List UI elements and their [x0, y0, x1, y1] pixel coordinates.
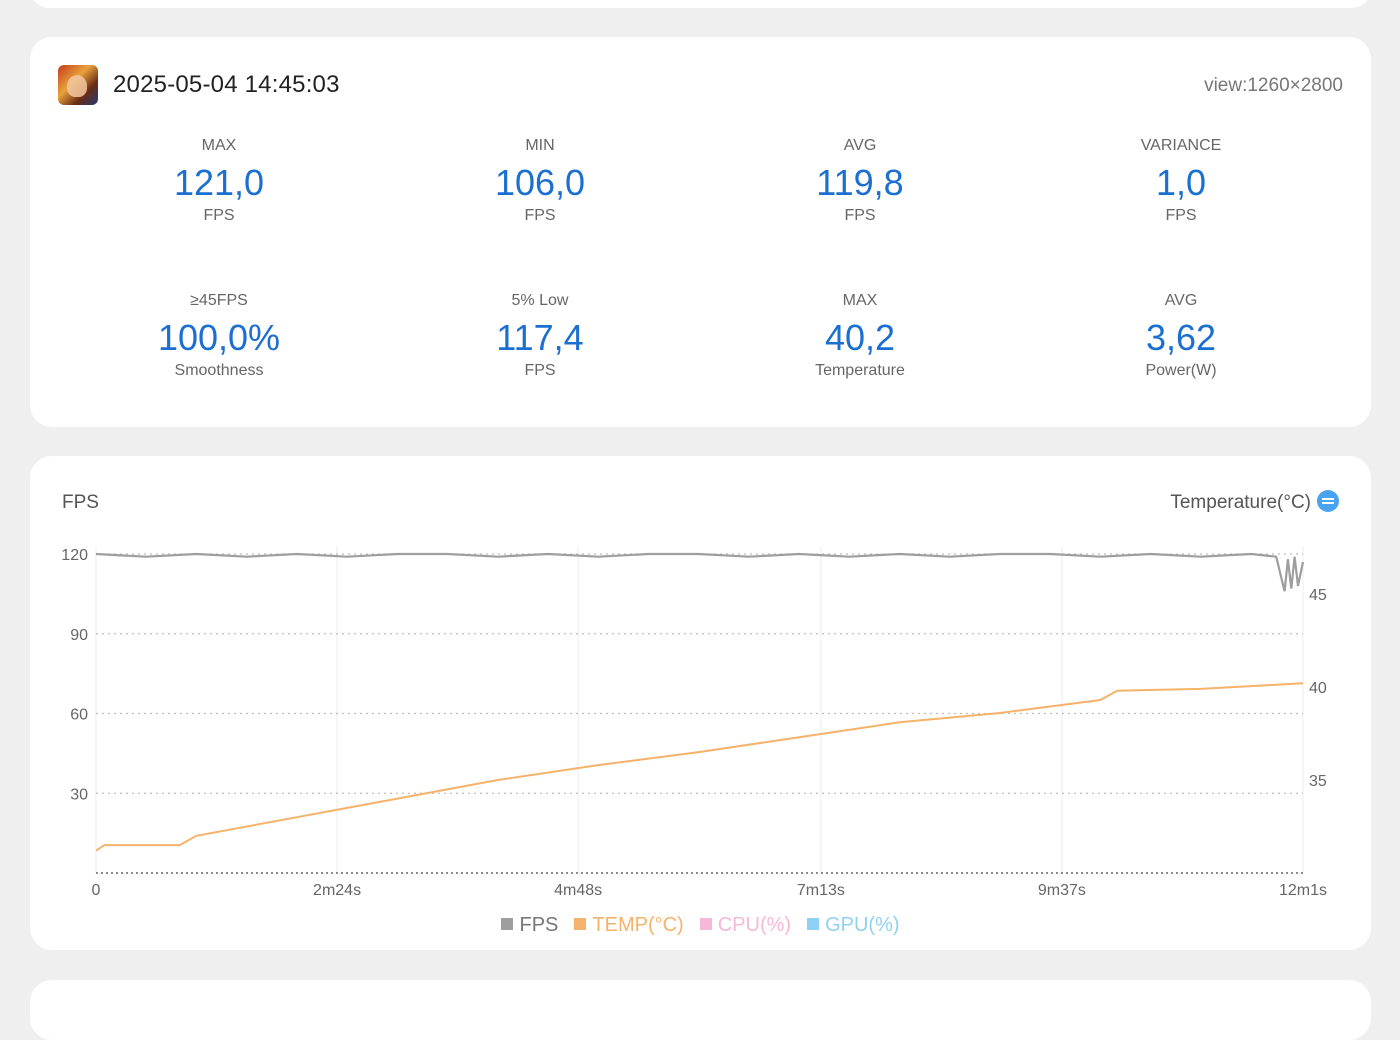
legend-swatch [501, 918, 514, 930]
y-left-tick-label: 30 [70, 786, 88, 803]
stat-value: 1,0 [1155, 162, 1207, 203]
series-line-tempc [95, 682, 1304, 852]
next-card [30, 980, 1371, 1040]
y-left-tick-label: 120 [61, 547, 88, 564]
legend-item[interactable]: CPU(%) [699, 914, 792, 937]
chart-legend: FPS TEMP(°C) CPU(%) GPU(%) [30, 914, 1371, 937]
stat-label: VARIANCE [1140, 137, 1222, 154]
stat-unit: FPS [203, 207, 235, 224]
stat-avg-power: AVG 3,62 Power(W) [1021, 292, 1341, 380]
stat-max-fps: MAX 121,0 FPS [59, 137, 379, 225]
stat-unit: Power(W) [1145, 362, 1217, 379]
chart-card: FPS Temperature(°C) 30 60 90 120 0 2m24s 4m48s… [30, 456, 1371, 950]
stat-5pct-low: 5% Low 117,4 FPS [380, 292, 700, 380]
stat-value: 119,8 [816, 162, 904, 203]
x-tick-label: 4m48s [554, 882, 602, 899]
y-right-tick-label: 35 [1309, 773, 1327, 790]
summary-card: 2025-05-04 14:45:03 view:1260×2800 MAX 1… [30, 37, 1371, 427]
legend-label: CPU(%) [717, 914, 792, 936]
stat-smoothness: ≥45FPS 100,0% Smoothness [59, 292, 379, 380]
previous-card [30, 0, 1371, 8]
stat-unit: FPS [1165, 207, 1197, 224]
stat-label: ≥45FPS [190, 292, 248, 309]
stat-unit: FPS [844, 207, 876, 224]
legend-label: FPS [519, 914, 559, 936]
legend-swatch [807, 918, 820, 930]
x-tick-label: 0 [92, 882, 101, 899]
x-tick-label: 2m24s [313, 882, 361, 899]
stat-unit: Temperature [815, 362, 905, 379]
legend-swatch [574, 918, 587, 930]
stat-value: 121,0 [173, 162, 265, 203]
legend-label: TEMP(°C) [592, 914, 684, 936]
stat-label: MAX [201, 137, 237, 154]
swap-icon[interactable] [1317, 490, 1339, 512]
legend-item[interactable]: FPS [501, 914, 558, 937]
x-tick-label: 9m37s [1038, 882, 1086, 899]
stat-label: AVG [1164, 292, 1198, 309]
y-left-tick-label: 90 [70, 627, 88, 644]
x-tick-label: 12m1s [1279, 882, 1327, 899]
stat-unit: FPS [524, 362, 556, 379]
fps-temperature-chart: 30 60 90 120 0 2m24s 4m48s 7m13s 9m37s 12m1s 35 40 4… [61, 546, 1327, 899]
stat-label: AVG [843, 137, 877, 154]
stat-label: 5% Low [511, 292, 569, 309]
stat-value: 100,0% [157, 317, 281, 358]
session-timestamp: 2025-05-04 14:45:03 [113, 71, 340, 98]
x-tick-label: 7m13s [797, 882, 845, 899]
stat-label: MIN [525, 137, 555, 154]
legend-item[interactable]: TEMP(°C) [574, 914, 684, 937]
chart-right-axis-title: Temperature(°C) [1170, 492, 1311, 513]
stat-min-fps: MIN 106,0 FPS [380, 137, 700, 225]
y-left-tick-label: 60 [70, 707, 88, 724]
legend-label: GPU(%) [825, 914, 900, 936]
stat-unit: Smoothness [174, 362, 264, 379]
stat-max-temperature: MAX 40,2 Temperature [700, 292, 1020, 380]
y-right-tick-label: 45 [1309, 587, 1327, 604]
game-icon [58, 65, 98, 105]
stat-value: 3,62 [1145, 317, 1217, 358]
legend-item[interactable]: GPU(%) [807, 914, 900, 937]
stat-avg-fps: AVG 119,8 FPS [700, 137, 1020, 225]
chart-left-axis-title: FPS [62, 492, 99, 513]
stat-unit: FPS [524, 207, 556, 224]
series-line-fps [95, 552, 1305, 592]
stat-value: 117,4 [496, 317, 584, 358]
session-header: 2025-05-04 14:45:03 view:1260×2800 [58, 65, 1343, 107]
y-right-tick-label: 40 [1309, 680, 1327, 697]
legend-swatch [699, 918, 712, 930]
view-resolution: view:1260×2800 [1204, 75, 1343, 96]
stat-value: 40,2 [824, 317, 896, 358]
stat-value: 106,0 [494, 162, 586, 203]
stat-variance: VARIANCE 1,0 FPS [1021, 137, 1341, 225]
stat-label: MAX [842, 292, 878, 309]
